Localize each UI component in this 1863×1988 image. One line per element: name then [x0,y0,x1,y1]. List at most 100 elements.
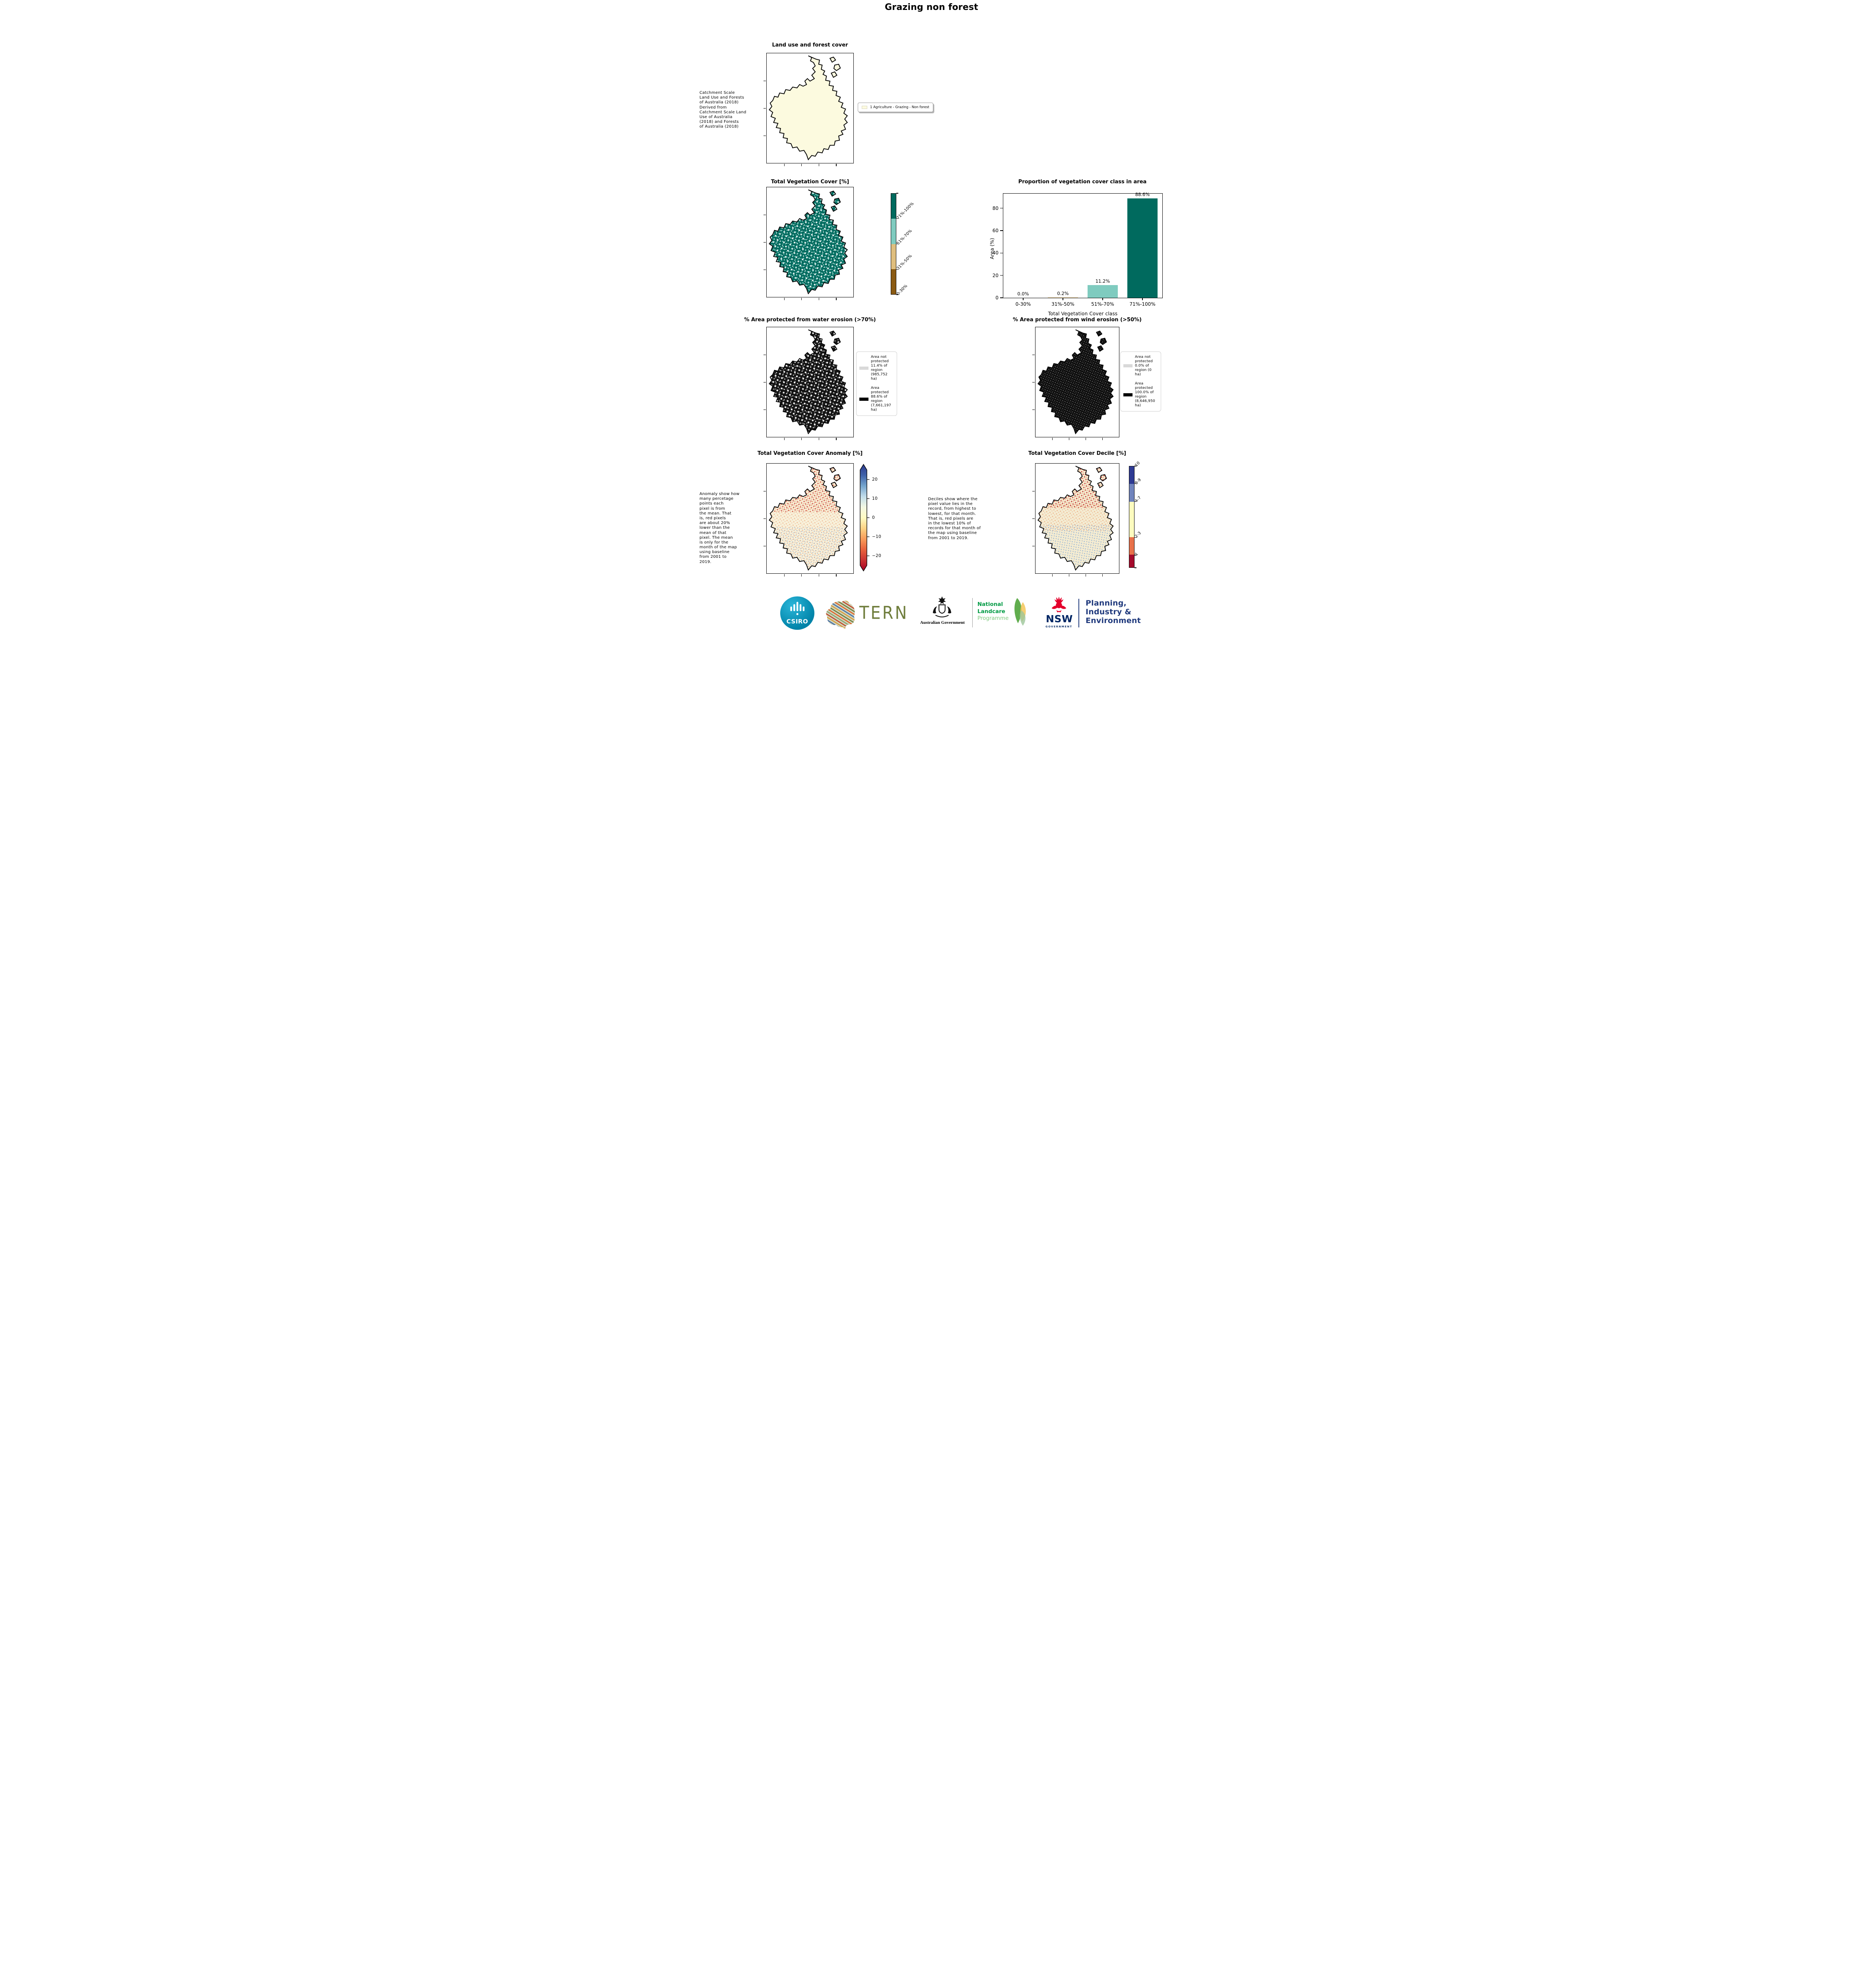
axis-tick [801,298,802,300]
axis-tick [784,298,785,300]
axis-tick [1052,438,1053,440]
colorbar-segment [1129,484,1134,502]
landuse-legend: 1 Agriculture - Grazing - Non forest [858,103,933,112]
colorbar-label-text: 10 [1134,460,1141,468]
landuse-note: Catchment Scale Land Use and Forests of … [699,91,746,129]
colorbar-segment [1129,537,1134,555]
landcare-line: National [977,601,1003,608]
x-axis-tick-label: 0-30% [1015,301,1031,307]
landcare-line: Landcare [977,608,1005,615]
colorbar-tick [1135,483,1136,484]
water-erosion-map-image [769,329,848,434]
anomaly-map-image [769,466,848,571]
legend-label: 1 Agriculture - Grazing - Non forest [870,105,929,109]
legend-label: Area not protected 11.4% of region (985,… [871,355,889,381]
decile-title: Total Vegetation Cover Decile [%] [1028,450,1126,456]
colorbar-tick [896,294,898,295]
australian-government-crest-icon [932,596,952,617]
decile-map [1032,463,1119,577]
bar [1048,297,1078,298]
bar-value-label: 11.2% [1095,278,1110,284]
y-axis-tick [1000,230,1003,231]
colorbar-label-text: 8-9 [1134,478,1142,485]
colorbar-tick-label: 0 [872,515,875,520]
australian-government-text: Australian Government [920,620,965,625]
water-erosion-title: % Area protected from water erosion (>70… [744,317,876,323]
barchart-title: Proportion of vegetation cover class in … [1018,179,1147,185]
legend-item: Area not protected 11.4% of region (985,… [859,355,894,381]
report-page: Grazing non forest Land use and forest c… [699,0,1164,636]
colorbar-segment [891,194,896,219]
footer-divider [972,598,973,627]
legend-swatch [862,106,867,109]
axis-tick [1102,438,1103,440]
landcare-logo-text: National Landcare Programme [977,601,1008,622]
colorbar-segment [891,244,896,269]
colorbar-tick-label: −20 [872,553,882,558]
veg-colorbar [891,193,896,295]
bar-chart-plot: 0 20 40 60 80 0.0% 0-30% 0.2% 31%-50% 11.2% 51%-70… [993,192,1163,307]
nsw-waratah-icon [1051,596,1067,613]
nsw-logo-text: NSW [1046,613,1073,625]
x-axis-tick [1102,298,1103,300]
axis-tick [1102,574,1103,577]
axis-tick [801,438,802,440]
y-axis-tick-label: 20 [992,272,999,278]
axis-tick [1052,574,1053,577]
wind-erosion-map [1032,327,1119,440]
colorbar-label-text: 2-3 [1134,531,1142,539]
colorbar-label-text: 51%-70% [896,228,913,246]
axis-tick [784,574,785,577]
csiro-logo-text: CSIRO [786,618,808,625]
decile-colorbar [1129,466,1135,568]
legend-item: Area not protected 0.0% of region (0 ha) [1123,355,1158,377]
axis-tick [784,164,785,166]
wind-erosion-legend: Area not protected 0.0% of region (0 ha)… [1120,351,1161,412]
bar-value-label: 0.2% [1057,291,1069,297]
colorbar-label-text: 31%-50% [896,254,913,271]
axis-tick [784,438,785,440]
x-axis-tick-label: 71%-100% [1129,301,1156,307]
barchart-ylabel: Area (%) [989,238,995,259]
csiro-wave-icon [790,602,805,615]
axis-tick [763,242,766,243]
footer-logos: CSIRO [699,595,1164,635]
colorbar-label-text: 0-30% [896,283,909,296]
colorbar-segment [1129,555,1134,567]
legend-swatch [859,366,868,370]
colorbar-segment [891,219,896,244]
legend-swatch [1123,393,1133,396]
planning-line: Industry & [1086,608,1132,617]
bar [1088,285,1118,298]
colorbar-tick-label: 20 [872,477,878,482]
colorbar-tick-label: −10 [872,534,882,539]
landcare-leaves-icon [1014,598,1026,626]
decile-map-image [1037,466,1114,571]
landuse-map [763,53,854,166]
legend-label: Area not protected 0.0% of region (0 ha) [1135,355,1153,377]
legend-label: Area protected 100.0% of region (8,646,9… [1135,381,1155,408]
tern-logo-text: TERN [859,603,909,623]
colorbar-label-text: 4-7 [1134,495,1142,503]
veg-colorbar-labels: 71%-100% 51%-70% 31%-50% 0-30% [891,193,915,296]
water-erosion-map [763,327,854,440]
planning-line: Environment [1086,616,1141,625]
water-erosion-legend: Area not protected 11.4% of region (985,… [856,351,897,416]
colorbar-tick [896,218,898,219]
colorbar-segment [1129,466,1134,484]
colorbar-label-text: 1 [1134,551,1139,557]
colorbar-segment [891,269,896,294]
anomaly-colorbar [860,464,870,572]
page-title: Grazing non forest [885,2,978,12]
landcare-line: Programme [977,615,1009,622]
y-axis-tick [1000,297,1003,298]
csiro-logo-icon: CSIRO [780,596,814,630]
colorbar-tick-label: 10 [872,496,878,501]
legend-swatch [859,397,868,401]
decile-note: Deciles show where the pixel value lies … [928,497,981,540]
colorbar-segment [1129,501,1134,537]
y-axis-tick-label: 80 [992,205,999,211]
barchart-xlabel: Total Vegetation Cover class [1048,311,1118,316]
landuse-panel-title: Land use and forest cover [772,42,848,48]
vegcover-map [763,187,854,300]
